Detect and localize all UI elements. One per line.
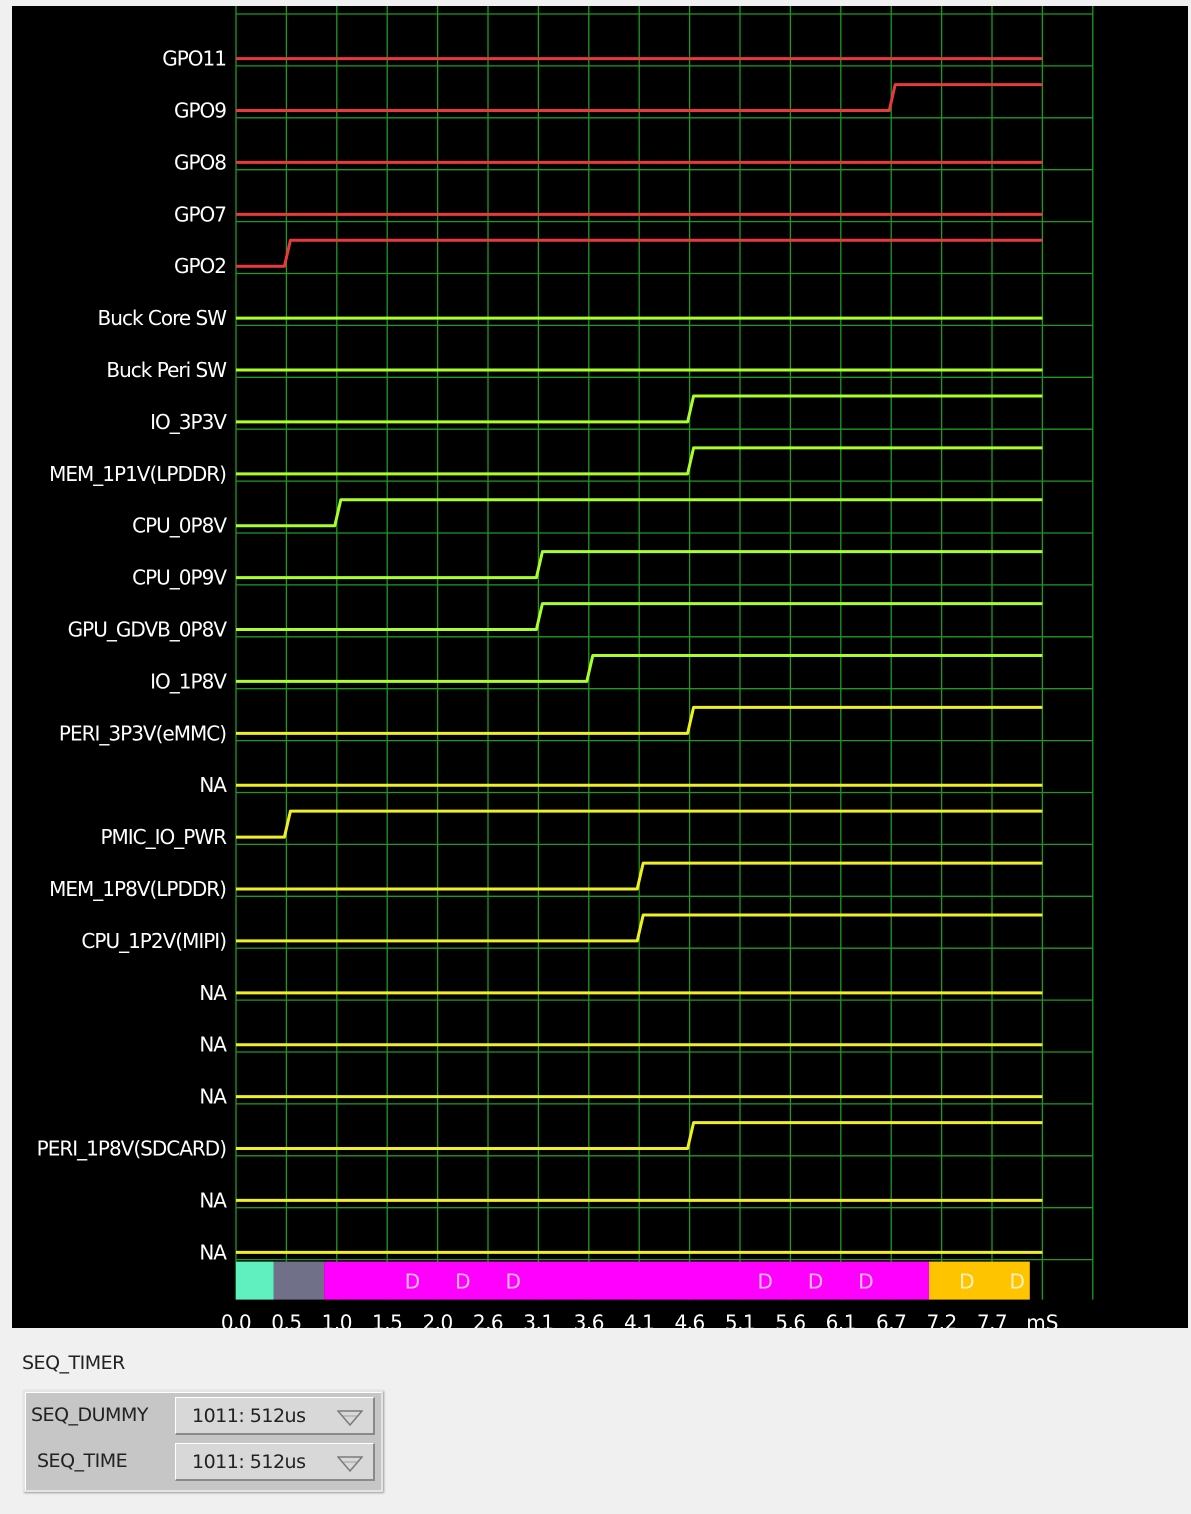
seq-dummy-value: 1011: 512us (192, 1405, 306, 1427)
x-tick-label: 0.5 (271, 1311, 301, 1328)
signal-trace (236, 394, 1043, 424)
signal-trace (236, 809, 1043, 839)
chevron-down-icon (336, 1409, 364, 1431)
signal-label: NA (199, 1188, 227, 1212)
signal-label: Buck Peri SW (106, 358, 227, 382)
x-tick-label: 2.6 (473, 1311, 503, 1328)
signal-label: PERI_1P8V(SDCARD) (37, 1137, 227, 1161)
phase-marker: D (858, 1270, 873, 1294)
seq-dummy-label: SEQ_DUMMY (31, 1404, 148, 1426)
phase-segment (236, 1261, 274, 1300)
phase-marker: D (1009, 1270, 1024, 1294)
x-tick-label: 6.1 (826, 1311, 856, 1328)
seq-time-label: SEQ_TIME (37, 1450, 128, 1472)
chevron-down-icon (336, 1455, 364, 1477)
signal-trace (236, 913, 1043, 943)
signal-trace (236, 83, 1043, 113)
signal-label: NA (199, 1240, 227, 1264)
signal-label: GPO2 (174, 254, 226, 278)
phase-marker: D (757, 1270, 772, 1294)
signal-trace (236, 1121, 1043, 1151)
signal-label: NA (199, 1085, 227, 1109)
signal-label: MEM_1P1V(LPDDR) (49, 462, 226, 486)
signal-label: MEM_1P8V(LPDDR) (49, 877, 226, 901)
seq-dummy-row: SEQ_DUMMY 1011: 512us (25, 1394, 381, 1438)
seq-timer-box: SEQ_DUMMY 1011: 512us SEQ_TIME 1011: 512… (23, 1390, 383, 1492)
signal-trace (236, 602, 1043, 632)
signal-trace (236, 446, 1043, 476)
phase-marker: D (405, 1270, 420, 1294)
x-tick-label: 3.6 (574, 1311, 604, 1328)
signal-label: IO_1P8V (150, 669, 227, 693)
phase-marker: D (959, 1270, 974, 1294)
phase-marker: D (808, 1270, 823, 1294)
signal-label: GPO7 (174, 202, 226, 226)
signal-label: CPU_0P9V (132, 566, 227, 590)
x-tick-label: 4.6 (674, 1311, 704, 1328)
signal-label: PERI_3P3V(eMMC) (59, 721, 226, 745)
seq-time-select[interactable]: 1011: 512us (175, 1443, 375, 1481)
signal-trace (236, 238, 1043, 268)
signal-label: GPU_GDVB_0P8V (68, 618, 228, 642)
signal-label: GPO11 (162, 47, 226, 71)
x-tick-label: 1.5 (372, 1311, 402, 1328)
seq-timer-title: SEQ_TIMER (22, 1352, 125, 1374)
signal-label: PMIC_IO_PWR (100, 825, 227, 849)
phase-segment (273, 1261, 325, 1300)
x-tick-label: 0.0 (221, 1311, 251, 1328)
x-tick-label: 7.7 (977, 1311, 1007, 1328)
phase-marker: D (505, 1270, 520, 1294)
seq-timer-panel: SEQ_TIMER SEQ_DUMMY 1011: 512us SEQ_TIME… (22, 1352, 383, 1492)
phase-segment (324, 1261, 929, 1300)
x-tick-label: 3.1 (523, 1311, 553, 1328)
signal-trace (236, 653, 1043, 683)
signal-label: NA (199, 773, 227, 797)
timing-chart-svg: GPO11 GPO9 GPO8 GPO7 GPO2 Buck Core SW Buck Pe… (37, 6, 1094, 1328)
signal-label: GPO9 (174, 99, 226, 123)
phase-marker: D (455, 1270, 470, 1294)
x-tick-label: 6.7 (876, 1311, 906, 1328)
signal-trace (236, 550, 1043, 580)
signal-label: GPO8 (174, 150, 226, 174)
signal-trace (236, 861, 1043, 891)
x-tick-label: 2.0 (422, 1311, 452, 1328)
signal-label: CPU_0P8V (132, 514, 227, 538)
seq-dummy-select[interactable]: 1011: 512us (175, 1397, 375, 1435)
signal-label: NA (199, 1033, 227, 1057)
x-tick-label: 4.1 (624, 1311, 654, 1328)
x-tick-label: 1.0 (322, 1311, 352, 1328)
seq-time-value: 1011: 512us (192, 1451, 306, 1473)
signal-trace (236, 498, 1043, 528)
x-tick-label: 5.1 (725, 1311, 755, 1328)
signal-label: NA (199, 981, 227, 1005)
timing-chart: GPO11 GPO9 GPO8 GPO7 GPO2 Buck Core SW Buck Pe… (12, 6, 1188, 1328)
signal-trace (236, 705, 1043, 735)
x-unit-label: mS (1026, 1311, 1058, 1328)
seq-time-row: SEQ_TIME 1011: 512us (25, 1440, 381, 1484)
x-tick-label: 7.2 (926, 1311, 956, 1328)
x-tick-label: 5.6 (775, 1311, 805, 1328)
signal-label: CPU_1P2V(MIPI) (81, 929, 226, 953)
signal-label: Buck Core SW (98, 306, 228, 330)
signal-label: IO_3P3V (150, 410, 227, 434)
phase-segment (929, 1261, 1030, 1300)
